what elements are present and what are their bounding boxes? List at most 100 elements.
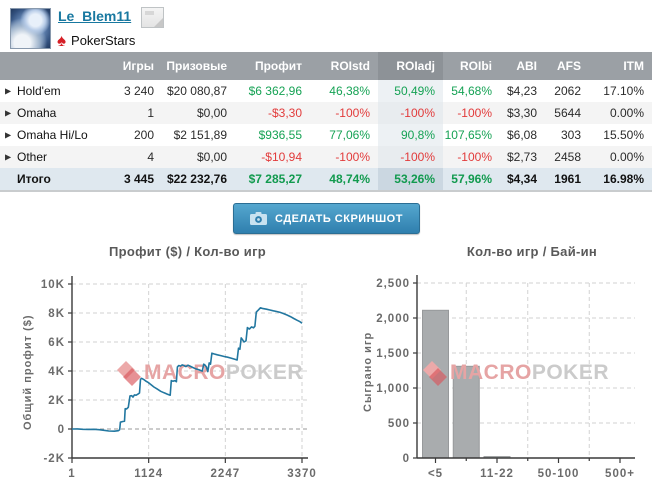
take-screenshot-button[interactable]: СДЕЛАТЬ СКРИНШОТ bbox=[233, 203, 420, 234]
stat-cell: 3 445 bbox=[112, 168, 162, 192]
column-header bbox=[0, 52, 112, 80]
expand-arrow-icon[interactable]: ▶ bbox=[5, 86, 12, 96]
macropoker-watermark: MACRO POKER bbox=[116, 360, 303, 386]
stat-cell: 77,06% bbox=[329, 128, 370, 142]
svg-text:2,500: 2,500 bbox=[376, 278, 410, 290]
stats-body: ▶ Hold'em 3 240 $20 080,87 $6 362,96 46,38% 50… bbox=[0, 80, 652, 192]
column-header: AFS bbox=[545, 52, 589, 80]
svg-text:2K: 2K bbox=[48, 395, 65, 407]
stat-cell: $22 232,76 bbox=[162, 168, 235, 192]
buyin-chart-title: Кол-во игр / Бай-ин bbox=[466, 244, 598, 259]
column-header: ROIbi bbox=[443, 52, 500, 80]
charts-area: Профит ($) / Кол-во игр Общий профит ($)… bbox=[0, 240, 652, 498]
username-link[interactable]: Le_Blem11 bbox=[58, 8, 132, 24]
stat-cell: 53,26% bbox=[378, 168, 443, 192]
table-row: ▶ Omaha Hi/Lo 200 $2 151,89 $936,55 77,06% 90,… bbox=[0, 124, 652, 146]
stat-cell: -100% bbox=[378, 146, 443, 168]
stat-cell: $20 080,87 bbox=[166, 84, 227, 98]
svg-text:-2K: -2K bbox=[43, 453, 65, 465]
profit-chart-title: Профит ($) / Кол-во игр bbox=[108, 244, 267, 259]
stat-cell: 2458 bbox=[545, 146, 589, 168]
svg-text:10K: 10K bbox=[41, 279, 65, 291]
stat-cell: -100% bbox=[378, 102, 443, 124]
stat-cell: -100% bbox=[310, 102, 378, 124]
column-header: ITM bbox=[589, 52, 652, 80]
watermark-macro: MACRO bbox=[450, 361, 532, 384]
table-row: ▶ Hold'em 3 240 $20 080,87 $6 362,96 46,38% 50… bbox=[0, 80, 652, 102]
expand-arrow-icon[interactable]: ▶ bbox=[5, 108, 12, 118]
screenshot-button-label: СДЕЛАТЬ СКРИНШОТ bbox=[275, 212, 403, 225]
stat-cell: $7 285,27 bbox=[235, 168, 310, 192]
watermark-poker: POKER bbox=[531, 361, 610, 384]
pokerstars-spade-icon: ♠ bbox=[57, 30, 67, 50]
stat-cell: $0,00 bbox=[162, 146, 235, 168]
svg-text:1,000: 1,000 bbox=[376, 383, 410, 395]
total-row: Итого 3 445 $22 232,76 $7 285,27 48,74% 53,26… bbox=[0, 168, 652, 192]
stat-cell: -$10,94 bbox=[235, 146, 310, 168]
game-type-cell[interactable]: ▶ Omaha Hi/Lo bbox=[5, 128, 88, 142]
svg-text:1124: 1124 bbox=[134, 468, 163, 480]
stat-cell: -100% bbox=[443, 102, 500, 124]
stat-cell: $6,08 bbox=[506, 128, 537, 142]
stat-cell: 17.10% bbox=[603, 84, 644, 98]
stat-cell: $3,30 bbox=[500, 102, 545, 124]
stat-cell: -$3,30 bbox=[235, 102, 310, 124]
stat-cell: $936,55 bbox=[258, 128, 302, 142]
table-row: ▶ Other 4 $0,00 -$10,94 -100% -100% -100% $2,73 2… bbox=[0, 146, 652, 168]
game-type-cell: Итого bbox=[0, 168, 112, 192]
game-type-cell[interactable]: ▶ Hold'em bbox=[5, 84, 61, 98]
site-name: PokerStars bbox=[71, 32, 136, 48]
column-header: Профит bbox=[235, 52, 310, 80]
svg-text:6K: 6K bbox=[48, 337, 65, 349]
table-row: ▶ Omaha 1 $0,00 -$3,30 -100% -100% -100% $3,30 56… bbox=[0, 102, 652, 124]
avatar bbox=[10, 8, 51, 49]
profit-chart-body: Общий профит ($) 10K 8K 6K 4K 2K 0 -2K 1 1124 224… bbox=[20, 268, 330, 498]
stats-header-row: Игры Призовые Профит ROIstd ROIadj ROIbi ABI AF… bbox=[0, 52, 652, 80]
buyin-chart: Кол-во игр / Бай-ин Сыграно игр 0 500 1,00… bbox=[360, 240, 652, 498]
stat-cell: 3 240 bbox=[123, 84, 154, 98]
expand-arrow-icon[interactable]: ▶ bbox=[5, 152, 12, 162]
macropoker-diamond-icon bbox=[117, 361, 141, 386]
stat-cell: 5644 bbox=[545, 102, 589, 124]
svg-text:4K: 4K bbox=[48, 366, 65, 378]
game-type-cell[interactable]: ▶ Omaha bbox=[0, 102, 112, 124]
site-row: ♠ PokerStars bbox=[57, 31, 135, 49]
stats-table: Игры Призовые Профит ROIstd ROIadj ROIbi ABI AF… bbox=[0, 52, 652, 192]
buyin-bars-svg: 0 500 1,000 1,500 2,000 2,500 <5 11-22 50-100 500… bbox=[376, 275, 635, 480]
stat-cell: 2062 bbox=[554, 84, 581, 98]
game-type-cell[interactable]: ▶ Other bbox=[0, 146, 112, 168]
svg-text:<5: <5 bbox=[428, 468, 443, 480]
macropoker-diamond-icon bbox=[423, 361, 447, 386]
column-header: Призовые bbox=[162, 52, 235, 80]
watermark-macro: MACRO bbox=[144, 361, 226, 384]
stats-table-wrap: Игры Призовые Профит ROIstd ROIadj ROIbi ABI AF… bbox=[0, 52, 652, 192]
watermark-poker: POKER bbox=[225, 361, 304, 384]
svg-text:2247: 2247 bbox=[211, 468, 241, 480]
stat-cell: 107,65% bbox=[444, 128, 492, 142]
stat-cell: 90,8% bbox=[378, 124, 443, 146]
svg-text:50-100: 50-100 bbox=[538, 468, 580, 480]
column-header: ROIadj bbox=[378, 52, 443, 80]
stat-cell: $6 362,96 bbox=[248, 84, 302, 98]
column-header: Игры bbox=[112, 52, 162, 80]
svg-text:0: 0 bbox=[403, 453, 410, 465]
stat-cell: 57,96% bbox=[443, 168, 500, 192]
expand-arrow-icon[interactable]: ▶ bbox=[5, 130, 12, 140]
svg-text:8K: 8K bbox=[48, 308, 65, 320]
svg-text:500: 500 bbox=[388, 418, 410, 430]
stat-cell: 0.00% bbox=[589, 102, 652, 124]
stat-cell: $4,34 bbox=[500, 168, 545, 192]
buyin-chart-body: Сыграно игр 0 500 1,000 1,500 2,000 2,500 <5 11… bbox=[360, 268, 652, 498]
stat-cell: $0,00 bbox=[162, 102, 235, 124]
stat-cell: 46,38% bbox=[329, 84, 370, 98]
stat-cell: 200 bbox=[133, 128, 154, 142]
camera-icon bbox=[250, 212, 268, 225]
svg-text:11-22: 11-22 bbox=[480, 468, 514, 480]
svg-text:2,000: 2,000 bbox=[376, 313, 410, 325]
stat-cell: 0.00% bbox=[589, 146, 652, 168]
stat-cell: $4,23 bbox=[506, 84, 537, 98]
bar-5-10 bbox=[452, 365, 480, 459]
stat-cell: 50,49% bbox=[378, 80, 443, 102]
note-popup-icon[interactable] bbox=[141, 7, 164, 28]
stat-cell: 15.50% bbox=[603, 128, 644, 142]
